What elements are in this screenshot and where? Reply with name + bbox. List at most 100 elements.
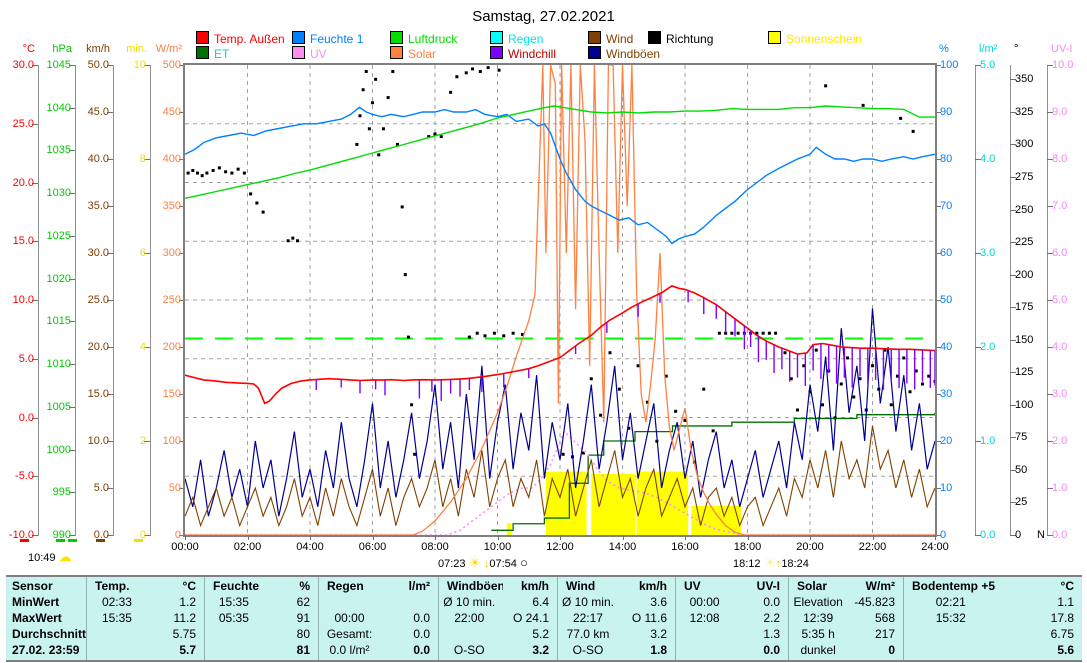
cell-time xyxy=(205,642,263,658)
column-unit: km/h xyxy=(638,579,667,593)
series-richtung-dot xyxy=(471,67,474,71)
legend-item-richtung[interactable]: Richtung xyxy=(648,31,713,46)
legend-label: Sonnenschein xyxy=(786,32,863,46)
tick-mark xyxy=(32,358,38,360)
tick-label-min.: 0 xyxy=(139,529,146,541)
tick-label-°: 0 xyxy=(1015,529,1022,541)
series-richtung-dot xyxy=(717,331,721,335)
legend-item-solar[interactable]: Solar xyxy=(390,46,436,61)
tick-mark xyxy=(1047,253,1053,254)
x-tick-mark xyxy=(372,535,374,540)
series-richtung-dot xyxy=(381,127,385,131)
legend-item-luftdruck[interactable]: Luftdruck xyxy=(390,31,457,46)
axis-unit-min.: min. xyxy=(126,43,147,55)
tick-label-%: 70 xyxy=(940,200,953,212)
series-richtung-dot xyxy=(774,331,778,335)
cell-value: O 11.6 xyxy=(631,611,667,625)
x-tick-mark xyxy=(622,535,624,540)
legend-item-feuchte-1[interactable]: Feuchte 1 xyxy=(292,31,363,46)
series-richtung-dot xyxy=(883,348,887,352)
cell-value: 0.0 xyxy=(413,627,430,641)
cell-value: 0 xyxy=(888,643,895,657)
tick-mark xyxy=(1010,176,1016,178)
axis-end-mark xyxy=(68,539,77,542)
tick-mark xyxy=(975,535,981,536)
legend-item-uv[interactable]: UV xyxy=(292,46,327,61)
series-richtung-dot xyxy=(730,331,734,335)
tick-label-hPa: 1045 xyxy=(46,59,71,71)
tick-label-UV-I: 10.0 xyxy=(1052,59,1074,71)
tick-label-hPa: 990 xyxy=(52,529,71,541)
axis-line-min. xyxy=(150,65,151,536)
day-length: 10:49 ☁ xyxy=(28,549,72,565)
cell-time: 22:00 xyxy=(454,611,485,625)
tick-mark xyxy=(69,150,75,152)
axis-unit-UV-I: UV-I xyxy=(1051,43,1073,55)
legend-item-windboeen[interactable]: Windböen xyxy=(588,46,660,61)
x-axis-label: 00:00 xyxy=(171,541,199,553)
series-richtung-dot xyxy=(211,168,215,172)
series-richtung-dot xyxy=(599,413,603,417)
series-uv xyxy=(185,430,935,536)
tick-mark xyxy=(144,441,150,442)
tick-mark xyxy=(144,159,150,160)
tick-mark xyxy=(69,449,75,451)
cell-time: 15:32 xyxy=(935,611,966,625)
tick-mark xyxy=(69,65,75,66)
cell-value: O 24.1 xyxy=(512,611,549,625)
cell-value: 80 xyxy=(296,627,310,641)
series-solar xyxy=(185,64,935,536)
tick-mark xyxy=(1010,307,1016,309)
legend-item-temp-aussen[interactable]: Temp. Außen xyxy=(196,31,285,46)
table-header: Feuchte 1% xyxy=(205,578,318,594)
moonset-time: 07:54 xyxy=(489,558,517,570)
tick-mark xyxy=(179,441,185,442)
x-tick-mark xyxy=(872,535,874,540)
legend-item-regen[interactable]: Regen xyxy=(490,31,543,46)
series-richtung-dot xyxy=(483,334,487,338)
stats-table: Sensor MinWert MaxWert Durchschnitt 27.02. 2… xyxy=(6,575,1082,662)
tick-label-°C: -5.0 xyxy=(15,470,34,483)
cell-time: O-SO xyxy=(453,643,485,657)
series-richtung-dot xyxy=(589,377,593,381)
tick-mark xyxy=(32,123,38,125)
table-cell-row: 6.75 xyxy=(904,626,1082,642)
series-richtung-dot xyxy=(391,70,395,74)
table-cell-row: 15:32 17.8 xyxy=(904,610,1082,626)
legend-item-et[interactable]: ET xyxy=(196,46,229,61)
legend-item-windchill[interactable]: Windchill xyxy=(490,46,556,61)
cell-time: 00:00 xyxy=(334,611,365,625)
cell-value: 5.6 xyxy=(1057,643,1074,657)
tick-label-°C: 30.0 xyxy=(12,59,34,71)
x-axis-label: 10:00 xyxy=(483,541,512,553)
tick-mark xyxy=(32,182,38,184)
tick-mark xyxy=(144,535,150,536)
cell-time: 02:33 xyxy=(101,595,132,609)
tick-label-%: 60 xyxy=(940,247,953,259)
x-tick-mark xyxy=(247,535,249,540)
tick-label-°C: 20.0 xyxy=(12,176,34,189)
tick-label-km/h: 0.0 xyxy=(93,529,109,541)
cell-time xyxy=(904,642,998,658)
cell-value: 1.2 xyxy=(179,595,196,609)
tick-mark xyxy=(32,476,38,478)
table-column-uv: UV UV-I 00:00 0.0 12:08 2.2 1.3 0.0 xyxy=(675,577,788,660)
weather-chart-plot[interactable] xyxy=(183,63,937,537)
tick-label-°: 350 xyxy=(1015,73,1034,86)
table-cell-row: 0.0 xyxy=(676,642,788,658)
cell-value: 0.0 xyxy=(763,595,780,609)
tick-mark xyxy=(179,253,185,254)
tick-mark xyxy=(1047,394,1053,395)
legend-item-sonnenschein[interactable]: Sonnenschein xyxy=(768,31,863,46)
tick-mark xyxy=(1010,404,1016,406)
x-tick-mark xyxy=(185,535,186,540)
tick-label-%: 90 xyxy=(940,106,953,118)
cell-time: 05:35 xyxy=(218,611,249,625)
legend-item-wind[interactable]: Wind xyxy=(588,31,633,46)
et-color-swatch-icon xyxy=(196,46,209,59)
cell-value: 0.0 xyxy=(413,611,430,625)
cell-value: 217 xyxy=(874,627,895,641)
uv-color-swatch-icon xyxy=(292,46,305,59)
x-tick-mark xyxy=(685,535,686,540)
cell-time: 00:00 xyxy=(689,595,720,609)
